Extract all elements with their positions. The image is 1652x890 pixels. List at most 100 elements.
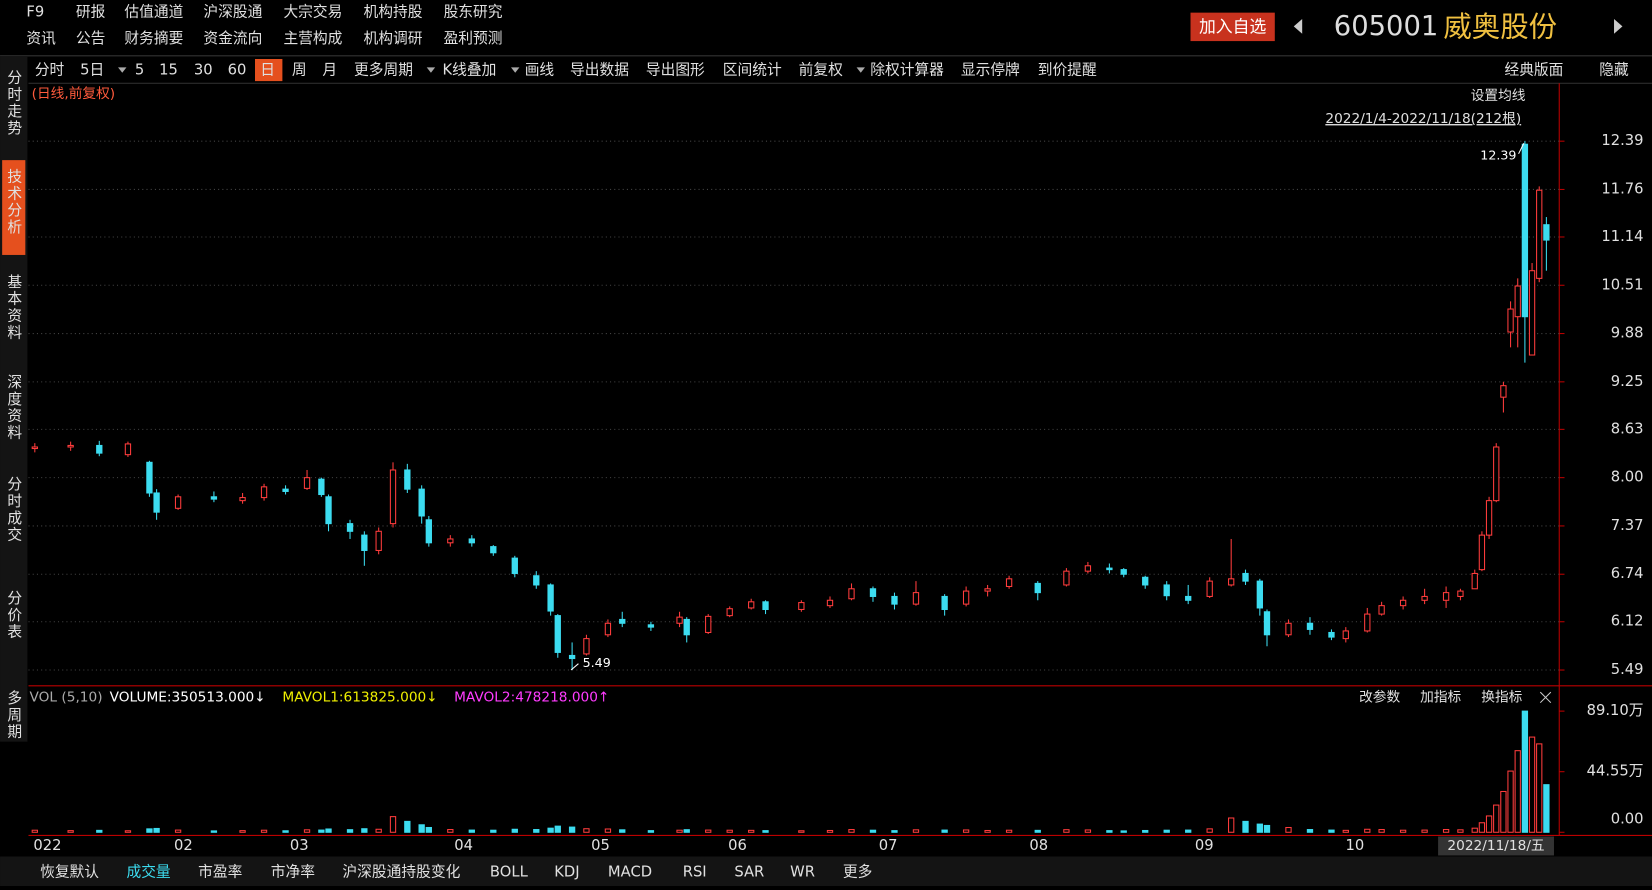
side-tab[interactable]: 深度资料 <box>5 374 22 441</box>
side-tab[interactable]: 多周期 <box>5 690 22 741</box>
toolbar-item[interactable]: 导出图形 <box>646 62 705 79</box>
bottom-tab[interactable]: 市盈率 <box>198 863 242 880</box>
vol-value: VOLUME:350513.000↓ <box>110 689 266 705</box>
toolbar-item[interactable]: 15 <box>159 62 178 79</box>
volume-bar <box>798 830 805 833</box>
candle-body <box>869 588 877 597</box>
bottom-tab[interactable]: 沪深股通持股变化 <box>342 863 460 880</box>
add-watch[interactable]: 加入自选 <box>1199 16 1267 36</box>
toolbar-item[interactable]: 隐藏 <box>1599 62 1629 79</box>
candle-body <box>511 557 518 574</box>
candle-body <box>361 534 368 551</box>
prev-arrow[interactable] <box>1293 18 1303 34</box>
next-arrow[interactable] <box>1614 18 1623 34</box>
vol-button[interactable]: 改参数 <box>1359 688 1400 705</box>
side-tab[interactable]: 技术分析 <box>5 169 22 236</box>
volume-bar <box>511 828 518 833</box>
menu-item[interactable]: F9 <box>26 4 44 21</box>
menu-item[interactable]: 资金流向 <box>203 30 262 47</box>
toolbar-item[interactable]: 更多周期 <box>354 62 413 79</box>
volume-bar <box>1528 736 1536 833</box>
candle-body <box>891 595 898 605</box>
side-tab[interactable]: 基本资料 <box>5 274 22 341</box>
bottom-tab[interactable]: SAR <box>734 863 764 880</box>
candle-body <box>705 615 712 634</box>
toolbar-item[interactable]: 区间统计 <box>723 62 782 79</box>
volume-bar <box>554 825 561 833</box>
menu-item[interactable]: 估值通道 <box>124 4 183 21</box>
bottom-tab[interactable]: WR <box>790 863 815 880</box>
candle-body <box>96 444 103 454</box>
menu-item[interactable]: 财务摘要 <box>124 29 183 47</box>
y-tick-label: 9.88 <box>1611 325 1644 342</box>
dropdown-arrow <box>426 67 436 73</box>
candle-body <box>389 469 397 525</box>
menu-item[interactable]: 机构调研 <box>364 30 423 47</box>
toolbar-item[interactable]: 除权计算器 <box>870 62 944 79</box>
candle-body <box>1034 582 1041 594</box>
volume-bar <box>647 830 655 833</box>
toolbar-item[interactable]: K线叠加 <box>443 62 497 79</box>
menu-item[interactable]: 主营构成 <box>283 30 342 47</box>
bottom-tab[interactable]: 更多 <box>843 863 872 880</box>
candle-body <box>1206 580 1213 597</box>
menu-item[interactable]: 机构持股 <box>364 4 423 21</box>
candle-body <box>1536 189 1543 279</box>
toolbar-item[interactable]: 月 <box>322 62 337 79</box>
volume-bar <box>568 826 576 833</box>
menu-item[interactable]: 大宗交易 <box>283 3 342 21</box>
candle-body <box>676 616 683 624</box>
volume-bar <box>1421 829 1428 833</box>
y-tick-label: 5.49 <box>1611 661 1644 678</box>
candle-body <box>1285 622 1292 636</box>
set-ma[interactable]: 设置均线 <box>1471 88 1526 104</box>
toolbar-item[interactable]: 显示停牌 <box>961 62 1020 79</box>
add-watch-bg[interactable] <box>1190 12 1275 42</box>
candle-body <box>826 599 834 607</box>
y-tick-label: 6.12 <box>1611 613 1644 630</box>
bottom-tab[interactable]: 成交量 <box>126 862 170 880</box>
bottom-tab[interactable]: RSI <box>683 863 707 880</box>
bottom-tab[interactable]: 市净率 <box>271 863 315 880</box>
toolbar-item[interactable]: 前复权 <box>799 61 843 79</box>
bottom-tab[interactable]: BOLL <box>490 863 529 880</box>
side-tab[interactable]: 分时成交 <box>5 476 22 543</box>
toolbar-item[interactable]: 经典版面 <box>1504 62 1563 79</box>
toolbar-item[interactable]: 画线 <box>525 62 555 79</box>
menu-item[interactable]: 资讯 <box>26 30 56 47</box>
menu-item[interactable]: 盈利预测 <box>444 30 503 47</box>
volume-bar <box>447 829 454 833</box>
volume-bar <box>239 830 246 833</box>
toolbar-item[interactable]: 60 <box>228 62 247 79</box>
volume-bar <box>1256 823 1263 833</box>
side-tab[interactable]: 分时走势 <box>5 70 22 137</box>
bottom-tab[interactable]: 恢复默认 <box>40 862 99 880</box>
volume-bar <box>1328 829 1335 833</box>
bottom-tab[interactable]: KDJ <box>554 863 579 880</box>
toolbar-item[interactable]: 周 <box>292 62 307 79</box>
candle-body <box>1507 308 1514 333</box>
candle-body <box>1471 572 1478 590</box>
menu-item[interactable]: 公告 <box>76 30 105 47</box>
candle-body <box>404 469 411 490</box>
toolbar-item[interactable]: 30 <box>194 62 213 79</box>
toolbar-item[interactable]: 到价提醒 <box>1038 62 1097 79</box>
vol-button[interactable]: 换指标 <box>1481 688 1522 705</box>
candle-body <box>447 538 454 544</box>
toolbar-item[interactable]: 日 <box>260 62 275 79</box>
toolbar-item[interactable]: 5 <box>135 62 144 79</box>
x-tick-label: 03 <box>290 837 309 854</box>
volume-bar <box>260 829 268 833</box>
vol-button[interactable]: 加指标 <box>1420 689 1461 705</box>
toolbar-item[interactable]: 5日 <box>80 62 104 79</box>
toolbar-item[interactable]: 导出数据 <box>570 62 629 79</box>
x-tick-label: 06 <box>728 837 747 854</box>
bottom-tab[interactable]: MACD <box>608 863 652 880</box>
menu-item[interactable]: 沪深股通 <box>203 4 262 21</box>
side-tab[interactable]: 分价表 <box>5 590 22 641</box>
menu-item[interactable]: 股东研究 <box>444 4 503 21</box>
toolbar-item[interactable]: 分时 <box>35 62 65 79</box>
menu-item[interactable]: 研报 <box>76 4 106 21</box>
close-icon[interactable] <box>1539 691 1552 704</box>
